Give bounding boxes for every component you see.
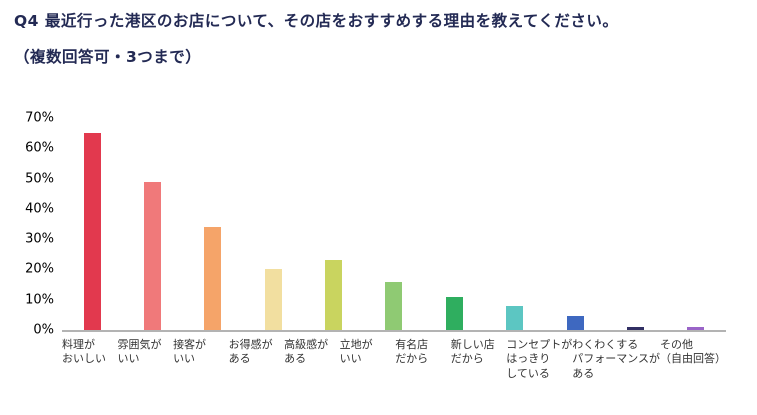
x-axis-label: お得感が ある bbox=[228, 338, 273, 366]
x-labels: 料理が おいしい 雰囲気が いい 接客が いい お得感が ある 高級感が ある 立地が い… bbox=[62, 332, 726, 381]
bar bbox=[204, 227, 222, 330]
bar bbox=[566, 316, 584, 330]
y-tick-label: 50% bbox=[25, 171, 54, 187]
bar bbox=[144, 181, 162, 330]
bar-column bbox=[303, 118, 363, 330]
bar-column bbox=[183, 118, 243, 330]
y-tick-label: 10% bbox=[25, 292, 54, 308]
y-tick-label: 70% bbox=[25, 110, 54, 126]
bar-column bbox=[666, 118, 726, 330]
x-axis-label: 雰囲気が いい bbox=[117, 338, 162, 366]
bar bbox=[385, 281, 403, 330]
x-axis-label: 高級感が ある bbox=[284, 338, 329, 366]
chart-title-line2: （複数回答可・3つまで） bbox=[14, 47, 202, 66]
bar-column bbox=[424, 118, 484, 330]
bar-column bbox=[122, 118, 182, 330]
bar bbox=[325, 260, 343, 330]
y-tick-label: 30% bbox=[25, 231, 54, 247]
bar bbox=[687, 326, 705, 330]
x-axis-label: 新しい店 だから bbox=[450, 338, 495, 366]
chart-title: Q4 最近行った港区のお店について、その店をおすすめする理由を教えてください。 … bbox=[14, 12, 619, 85]
y-axis: 0% 10% 20% 30% 40% 50% 60% 70% bbox=[14, 111, 62, 338]
x-axis-label: 接客が いい bbox=[173, 338, 207, 366]
x-axis-label: 立地が いい bbox=[339, 338, 373, 366]
chart-title-line1: Q4 最近行った港区のお店について、その店をおすすめする理由を教えてください。 bbox=[14, 12, 619, 30]
bar bbox=[626, 326, 644, 330]
bar-column bbox=[485, 118, 545, 330]
bar bbox=[264, 269, 282, 330]
bar bbox=[83, 133, 101, 330]
bar-chart: 0% 10% 20% 30% 40% 50% 60% 70% 料理が おいしい 雰囲気が いい接… bbox=[14, 111, 726, 381]
x-axis-label: 料理が おいしい bbox=[62, 338, 106, 366]
bar-column bbox=[364, 118, 424, 330]
plot-row: 0% 10% 20% 30% 40% 50% 60% 70% bbox=[14, 111, 726, 338]
y-tick-label: 40% bbox=[25, 201, 54, 217]
y-tick-label: 20% bbox=[25, 261, 54, 277]
y-tick-label: 60% bbox=[25, 140, 54, 156]
x-axis-label: コンセプトが はっきり している bbox=[506, 338, 573, 380]
plot-area bbox=[62, 118, 726, 332]
bar bbox=[445, 296, 463, 330]
y-tick-label: 0% bbox=[33, 322, 54, 338]
bar-column bbox=[243, 118, 303, 330]
x-axis-label: わくわくする パフォーマンスが ある bbox=[572, 338, 661, 380]
bar bbox=[506, 305, 524, 330]
bar-column bbox=[62, 118, 122, 330]
x-axis-label: 有名店 だから bbox=[395, 338, 429, 366]
x-axis-label: その他 （自由回答） bbox=[660, 338, 727, 366]
bar-column bbox=[605, 118, 665, 330]
bar-column bbox=[545, 118, 605, 330]
